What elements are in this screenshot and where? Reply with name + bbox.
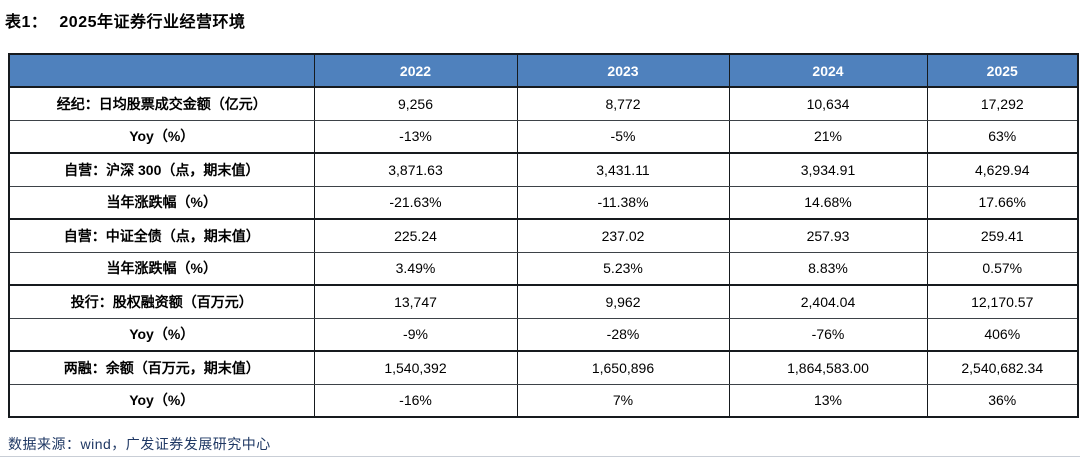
bottom-divider <box>0 456 1080 457</box>
industry-environment-table: 2022 2023 2024 2025 经纪：日均股票成交金额（亿元） 9,25… <box>8 53 1079 418</box>
cell-value: -21.63% <box>313 186 518 220</box>
cell-value: 257.93 <box>728 219 928 253</box>
row-label: 当年涨跌幅（%） <box>8 186 315 220</box>
table-row: Yoy（%） -13% -5% 21% 63% <box>8 120 1079 154</box>
cell-value: 5.23% <box>516 252 730 286</box>
table-row: 自营：中证全债（点，期末值） 225.24 237.02 257.93 259.… <box>8 219 1079 253</box>
row-label: Yoy（%） <box>8 318 315 352</box>
cell-value: 237.02 <box>516 219 730 253</box>
header-cell-2025: 2025 <box>926 54 1079 88</box>
cell-value: -5% <box>516 120 730 154</box>
cell-value: 14.68% <box>728 186 928 220</box>
row-label: 当年涨跌幅（%） <box>8 252 315 286</box>
cell-value: 13% <box>728 384 928 418</box>
row-label: 投行：股权融资额（百万元） <box>8 285 315 319</box>
cell-value: 1,650,896 <box>516 351 730 385</box>
cell-value: 1,864,583.00 <box>728 351 928 385</box>
cell-value: 225.24 <box>313 219 518 253</box>
table-body: 经纪：日均股票成交金额（亿元） 9,256 8,772 10,634 17,29… <box>8 87 1079 418</box>
cell-value: 4,629.94 <box>926 153 1079 187</box>
cell-value: 3.49% <box>313 252 518 286</box>
table-row: 投行：股权融资额（百万元） 13,747 9,962 2,404.04 12,1… <box>8 285 1079 319</box>
cell-value: 3,431.11 <box>516 153 730 187</box>
cell-value: 8,772 <box>516 87 730 121</box>
cell-value: 3,871.63 <box>313 153 518 187</box>
cell-value: 9,256 <box>313 87 518 121</box>
header-cell-empty <box>8 54 315 88</box>
cell-value: 0.57% <box>926 252 1079 286</box>
row-label: 自营：沪深 300（点，期末值） <box>8 153 315 187</box>
cell-value: 8.83% <box>728 252 928 286</box>
cell-value: -11.38% <box>516 186 730 220</box>
table-row: 自营：沪深 300（点，期末值） 3,871.63 3,431.11 3,934… <box>8 153 1079 187</box>
row-label: Yoy（%） <box>8 120 315 154</box>
cell-value: 2,404.04 <box>728 285 928 319</box>
table-row: 当年涨跌幅（%） 3.49% 5.23% 8.83% 0.57% <box>8 252 1079 286</box>
header-cell-2022: 2022 <box>313 54 518 88</box>
cell-value: -13% <box>313 120 518 154</box>
row-label: 两融：余额（百万元，期末值） <box>8 351 315 385</box>
table-title: 表1： 2025年证券行业经营环境 <box>5 8 246 32</box>
table-row: 经纪：日均股票成交金额（亿元） 9,256 8,772 10,634 17,29… <box>8 87 1079 121</box>
cell-value: 63% <box>926 120 1079 154</box>
table-row: Yoy（%） -9% -28% -76% 406% <box>8 318 1079 352</box>
cell-value: -76% <box>728 318 928 352</box>
table-row: 两融：余额（百万元，期末值） 1,540,392 1,650,896 1,864… <box>8 351 1079 385</box>
row-label: 经纪：日均股票成交金额（亿元） <box>8 87 315 121</box>
cell-value: 2,540,682.34 <box>926 351 1079 385</box>
table-header-row: 2022 2023 2024 2025 <box>8 54 1079 88</box>
cell-value: 9,962 <box>516 285 730 319</box>
cell-value: 21% <box>728 120 928 154</box>
header-cell-2023: 2023 <box>516 54 730 88</box>
row-label: 自营：中证全债（点，期末值） <box>8 219 315 253</box>
table-row: Yoy（%） -16% 7% 13% 36% <box>8 384 1079 418</box>
cell-value: -9% <box>313 318 518 352</box>
cell-value: -16% <box>313 384 518 418</box>
cell-value: 13,747 <box>313 285 518 319</box>
cell-value: 12,170.57 <box>926 285 1079 319</box>
cell-value: 3,934.91 <box>728 153 928 187</box>
table-title-text: 2025年证券行业经营环境 <box>59 14 246 31</box>
cell-value: -28% <box>516 318 730 352</box>
cell-value: 17.66% <box>926 186 1079 220</box>
cell-value: 36% <box>926 384 1079 418</box>
table-title-prefix: 表1： <box>5 14 48 31</box>
row-label: Yoy（%） <box>8 384 315 418</box>
cell-value: 1,540,392 <box>313 351 518 385</box>
table-row: 当年涨跌幅（%） -21.63% -11.38% 14.68% 17.66% <box>8 186 1079 220</box>
cell-value: 10,634 <box>728 87 928 121</box>
cell-value: 17,292 <box>926 87 1079 121</box>
cell-value: 406% <box>926 318 1079 352</box>
cell-value: 7% <box>516 384 730 418</box>
data-source-note: 数据来源：wind，广发证券发展研究中心 <box>8 436 271 452</box>
header-cell-2024: 2024 <box>728 54 928 88</box>
cell-value: 259.41 <box>926 219 1079 253</box>
